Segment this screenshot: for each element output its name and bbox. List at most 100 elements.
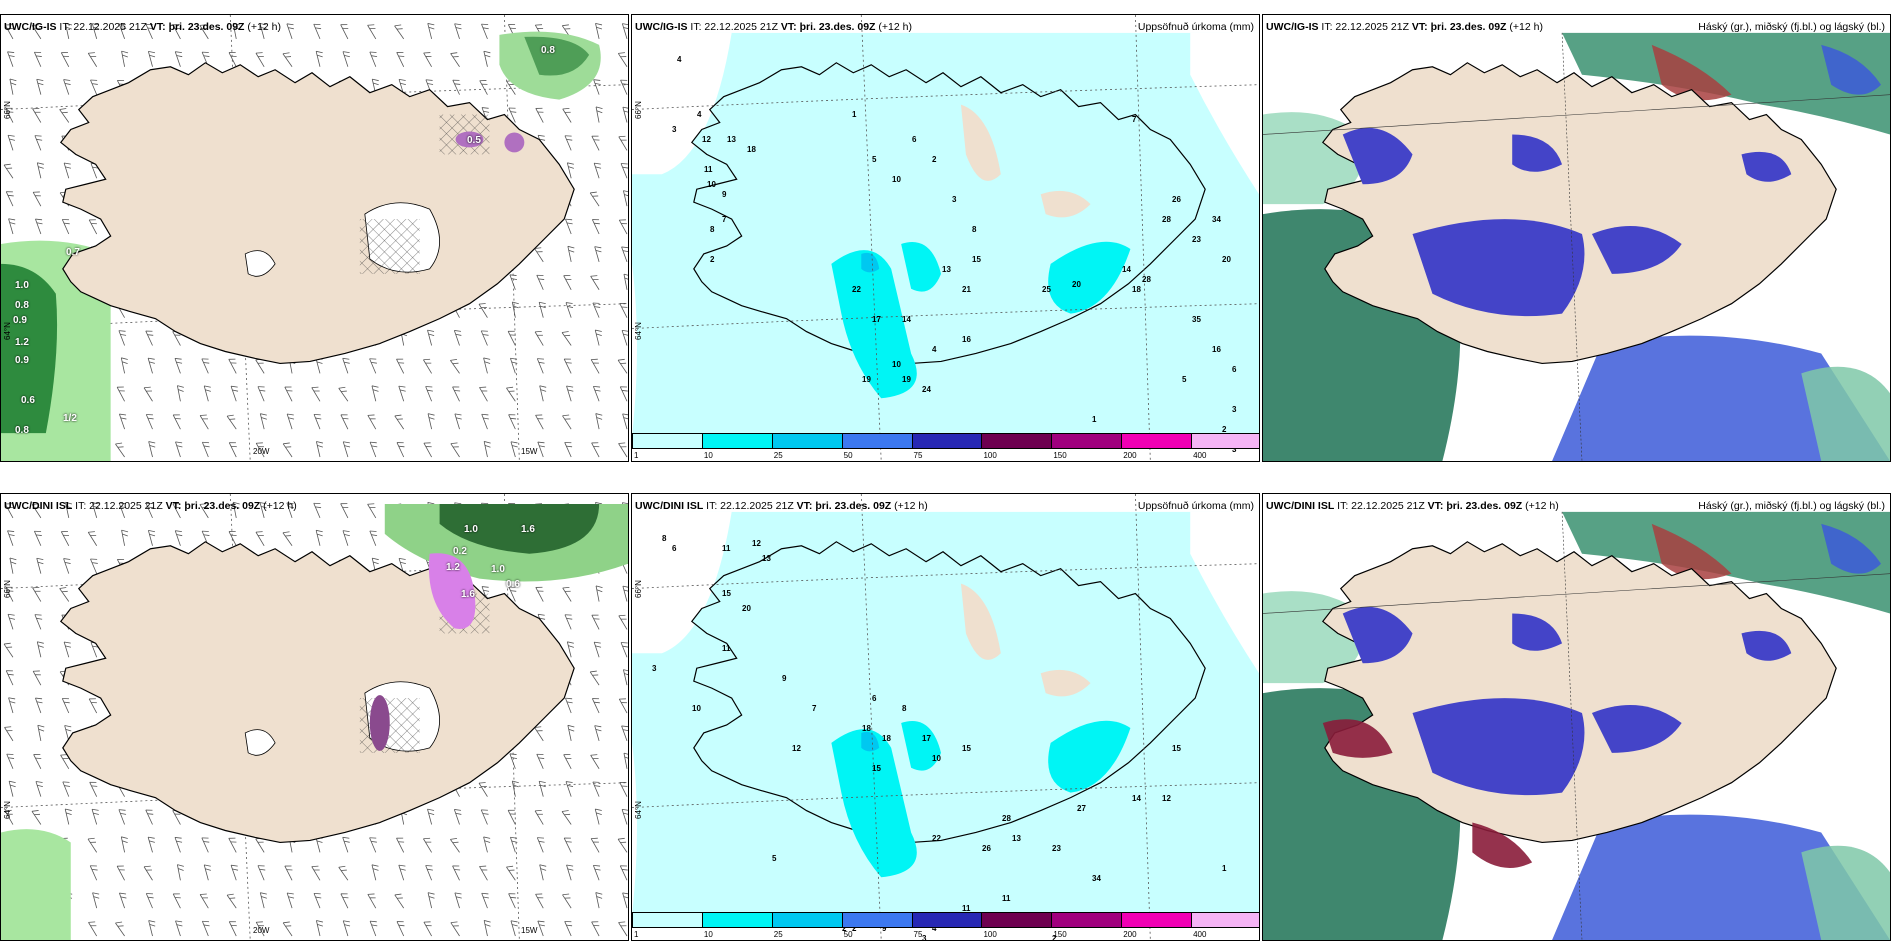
precip-total-label: 15 [1172,744,1181,753]
map-panel-dini-cloud: UWC/DINI ISL IT: 22.12.2025 21Z VT: þri.… [1262,493,1891,941]
lead-time: (+12 h) [1525,500,1559,512]
precip-total-label: 10 [707,180,716,189]
issue-time: IT: 22.12.2025 21Z [59,21,147,33]
precip-total-label: 4 [677,55,682,64]
precip-total-label: 1 [1222,864,1227,873]
precip-total-label: 14 [1132,794,1141,803]
colorbar-tick: 400 [1193,930,1207,939]
colorbar-swatch [1121,912,1193,928]
colorbar-swatch [911,912,983,928]
panel-title: UWC/IG-IS IT: 22.12.2025 21Z VT: þri. 23… [4,21,281,33]
precip-total-label: 16 [962,335,971,344]
panel-title: UWC/DINI ISL IT: 22.12.2025 21Z VT: þri.… [635,500,928,512]
valid-label: VT: [796,500,813,512]
valid-label: VT: [1411,21,1428,33]
precip-amount-label: 1.2 [446,562,460,573]
colorbar-tick: 75 [913,451,923,460]
precip-amount-label: 0.8 [15,300,29,311]
colorbar-swatch [632,433,703,449]
field-title: Uppsöfnuð úrkoma (mm) [1137,21,1254,33]
colorbar-swatch [701,433,773,449]
precip-total-label: 4 [932,345,937,354]
model-name: UWC/IG-IS [635,21,688,33]
axis-label-lat2: 64°N [634,322,643,340]
panel-title: UWC/IG-IS IT: 22.12.2025 21Z VT: þri. 23… [635,21,912,33]
precip-total-label: 17 [922,734,931,743]
precip-total-label: 12 [752,539,761,548]
precip-total-label: 22 [932,834,941,843]
axis-label-lon2: 15W [521,926,538,935]
precip-total-label: 18 [1132,285,1141,294]
precip-total-label: 18 [747,145,756,154]
precip-total-label: 2 [1222,425,1227,434]
precip-total-label: 11 [722,544,731,553]
precip-total-label: 13 [762,554,771,563]
precip-total-label: 13 [1012,834,1021,843]
colorbar-tick: 10 [703,451,713,460]
precip-total-label: 4 [697,110,702,119]
precip-total-label: 10 [892,175,901,184]
colorbar-swatch [1051,912,1123,928]
precip-total-label: 23 [1192,235,1201,244]
precip-total-label: 11 [722,644,731,653]
map-canvas [1263,15,1890,461]
precip-total-label: 28 [1142,275,1151,284]
model-name: UWC/IG-IS [4,21,57,33]
precip-total-label: 1 [1092,415,1097,424]
axis-label-lon1: 20W [253,926,270,935]
colorbar-tick: 75 [913,930,923,939]
colorbar-tick: 50 [843,930,853,939]
valid-time: þri. 23.des. 09Z [1446,500,1523,512]
precip-total-label: 9 [722,190,727,199]
precip-total-label: 27 [1077,804,1086,813]
colorbar-swatch [981,433,1053,449]
lead-time: (+12 h) [247,21,281,33]
precip-total-label: 12 [792,744,801,753]
colorbar-tick: 400 [1193,451,1207,460]
axis-label-lat2: 64°N [3,801,12,819]
field-title: Háský (gr.), miðský (fj.bl.) og lágský (… [1698,21,1885,33]
colorbar-swatch [841,433,913,449]
valid-label: VT: [165,500,182,512]
colorbar-tick: 100 [983,930,997,939]
panel-title: UWC/IG-IS IT: 22.12.2025 21Z VT: þri. 23… [1266,21,1543,33]
precip-total-label: 3 [1232,445,1237,454]
precip-total-label: 2 [710,255,715,264]
field-title: Háský (gr.), miðský (fj.bl.) og lágský (… [1698,500,1885,512]
precip-total-label: 7 [1132,115,1137,124]
precip-colorbar: 1 10 25 50 75 100 150 200 400 [632,912,1259,939]
valid-time: þri. 23.des. 09Z [168,21,245,33]
precip-total-label: 28 [1162,215,1171,224]
map-panel-dini-wind: UWC/DINI ISL IT: 22.12.2025 21Z VT: þri.… [0,493,629,941]
precip-total-label: 5 [772,854,777,863]
field-title: Uppsöfnuð úrkoma (mm) [1137,500,1254,512]
axis-label-lat1: 66°N [3,580,12,598]
precip-total-label: 26 [982,844,991,853]
precip-total-label: 18 [862,724,871,733]
map-canvas [632,15,1259,461]
map-canvas [1263,494,1890,940]
precip-amount-label: 0.9 [15,355,29,366]
model-name: UWC/DINI ISL [635,500,704,512]
axis-label-lat1: 66°N [634,101,643,119]
precip-total-label: 9 [782,674,787,683]
precip-total-label: 11 [1002,894,1011,903]
issue-time: IT: 22.12.2025 21Z [75,500,163,512]
precip-total-label: 10 [892,360,901,369]
map-panel-dini-precip: UWC/DINI ISL IT: 22.12.2025 21Z VT: þri.… [631,493,1260,941]
precip-total-label: 14 [902,315,911,324]
colorbar-swatch [632,912,703,928]
precip-total-label: 20 [1222,255,1231,264]
map-panel-igis-precip: UWC/IG-IS IT: 22.12.2025 21Z VT: þri. 23… [631,14,1260,462]
precip-total-label: 7 [722,215,727,224]
precip-total-label: 3 [652,664,657,673]
precip-amount-label: 1.6 [461,589,475,600]
precip-total-label: 20 [1072,280,1081,289]
precip-total-label: 2 [1052,934,1057,941]
valid-time: þri. 23.des. 09Z [1430,21,1507,33]
axis-label-lon1: 20W [253,447,270,456]
precip-amount-label: 1.2 [15,337,29,348]
precip-total-label: 23 [1052,844,1061,853]
precip-total-label: 6 [912,135,917,144]
precip-total-label: 3 [672,125,677,134]
